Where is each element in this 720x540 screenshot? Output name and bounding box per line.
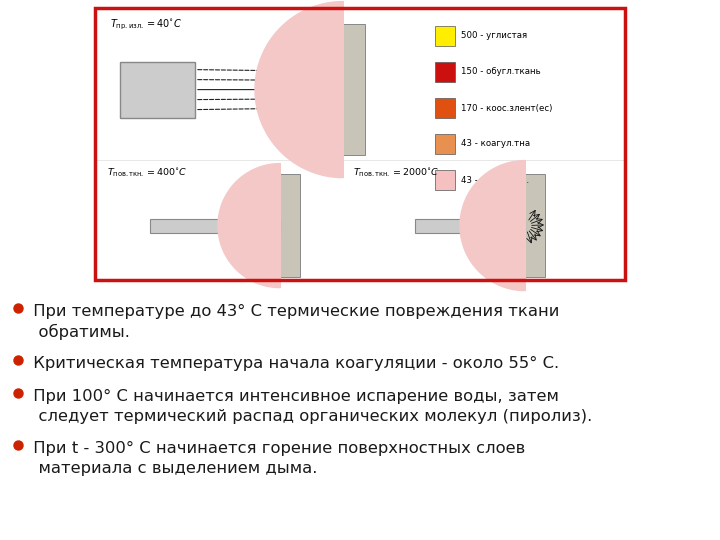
Text: 150 - обугл.ткань: 150 - обугл.ткань [461, 68, 541, 77]
Bar [435, 134, 455, 154]
Bar [525, 174, 545, 277]
Bar [280, 174, 300, 277]
Text: $T_{\rm пов.ткн.} = 400^{\circ}C$: $T_{\rm пов.ткн.} = 400^{\circ}C$ [107, 166, 187, 179]
Text: 500 - углистая: 500 - углистая [461, 31, 527, 40]
Bar [435, 98, 455, 118]
Polygon shape [271, 17, 343, 162]
Text: 43 - коагул.тна: 43 - коагул.тна [461, 139, 530, 148]
Bar [435, 62, 455, 82]
Bar [95, 8, 625, 280]
Polygon shape [287, 33, 343, 146]
Bar [435, 170, 455, 190]
Polygon shape [507, 207, 525, 244]
Text: При t - 300° С начинается горение поверхностных слоев
  материала с выделением д: При t - 300° С начинается горение поверх… [28, 441, 526, 476]
Polygon shape [472, 172, 525, 279]
Bar [415, 219, 525, 233]
Polygon shape [255, 2, 343, 178]
Bar [150, 219, 280, 233]
Polygon shape [251, 197, 280, 254]
Text: Критическая температура начала коагуляции - около 55° С.: Критическая температура начала коагуляци… [28, 356, 559, 371]
Polygon shape [483, 184, 525, 267]
Polygon shape [229, 175, 280, 276]
Text: 43 - ткань цел.: 43 - ткань цел. [461, 176, 529, 185]
Text: $T_{\rm пов.ткн.} = 2000^{\circ}C$: $T_{\rm пов.ткн.} = 2000^{\circ}C$ [353, 166, 439, 179]
Polygon shape [318, 65, 343, 114]
Text: При 100° С начинается интенсивное испарение воды, затем
  следует термический ра: При 100° С начинается интенсивное испаре… [28, 389, 593, 424]
Text: $T_{\rm пр.изл.} = 40^{\circ}C$: $T_{\rm пр.изл.} = 40^{\circ}C$ [110, 18, 182, 32]
Text: При температуре до 43° С термические повреждения ткани
  обратимы.: При температуре до 43° С термические пов… [28, 304, 559, 340]
Polygon shape [240, 186, 280, 265]
Polygon shape [263, 208, 280, 243]
Polygon shape [495, 195, 525, 255]
Polygon shape [218, 164, 280, 288]
Polygon shape [302, 49, 343, 130]
Text: 170 - коос.злент(ес): 170 - коос.злент(ес) [461, 104, 552, 112]
Polygon shape [460, 160, 525, 291]
Bar [95, 8, 625, 280]
Bar [120, 62, 195, 118]
Bar [343, 24, 365, 155]
Bar [435, 26, 455, 46]
